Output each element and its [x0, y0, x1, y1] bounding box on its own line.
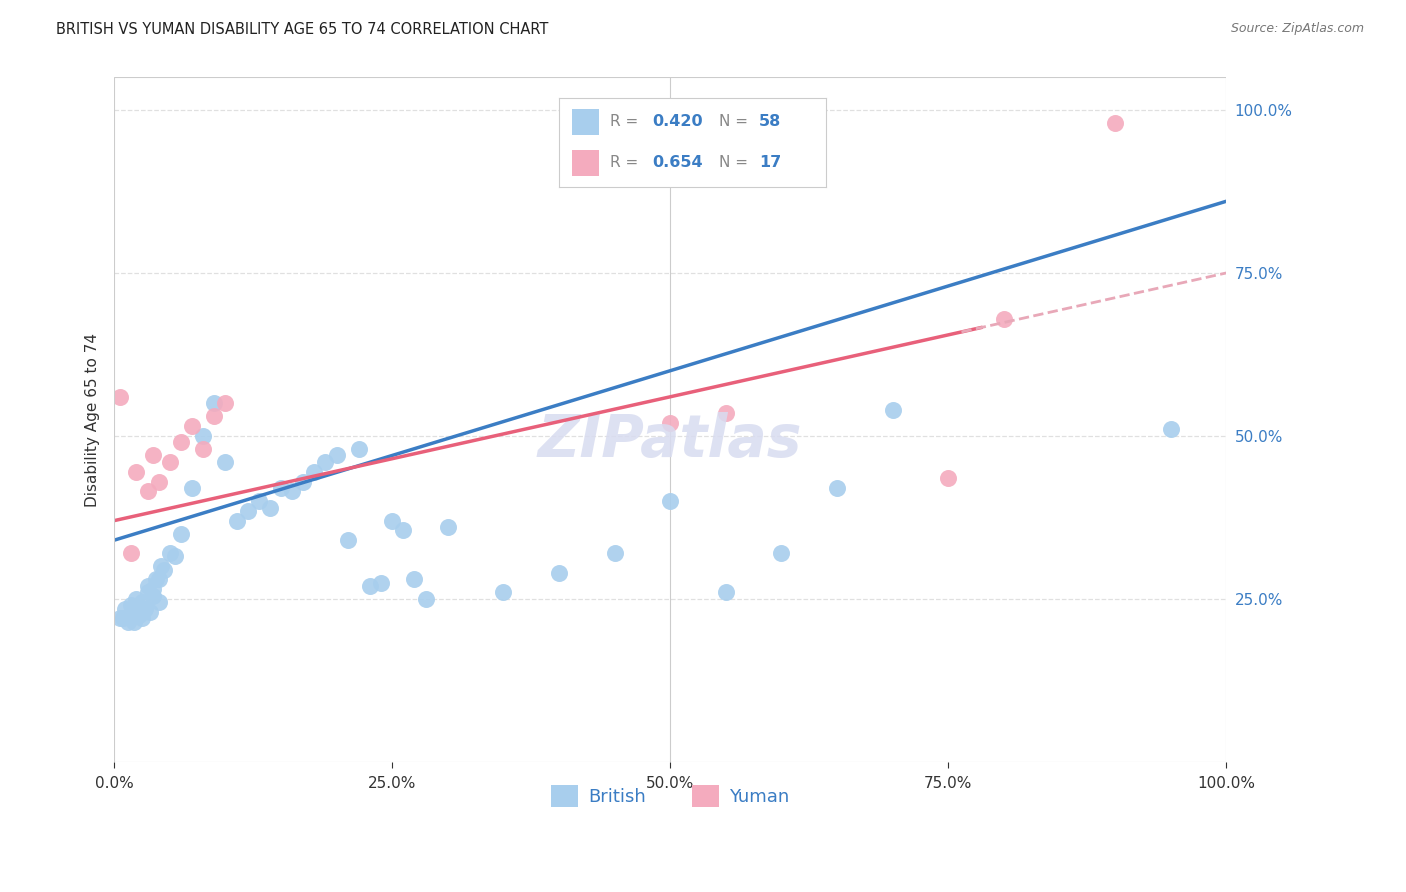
Y-axis label: Disability Age 65 to 74: Disability Age 65 to 74	[86, 333, 100, 507]
Point	[117, 615, 139, 629]
Point	[136, 484, 159, 499]
Point	[136, 585, 159, 599]
Point	[159, 546, 181, 560]
Point	[281, 484, 304, 499]
Point	[225, 514, 247, 528]
Point	[659, 416, 682, 430]
Legend: British, Yuman: British, Yuman	[544, 778, 797, 814]
Point	[714, 406, 737, 420]
Point	[131, 595, 153, 609]
Point	[1104, 116, 1126, 130]
Point	[114, 601, 136, 615]
Point	[125, 605, 148, 619]
Point	[236, 504, 259, 518]
Text: BRITISH VS YUMAN DISABILITY AGE 65 TO 74 CORRELATION CHART: BRITISH VS YUMAN DISABILITY AGE 65 TO 74…	[56, 22, 548, 37]
Point	[136, 579, 159, 593]
Point	[492, 585, 515, 599]
Point	[148, 595, 170, 609]
Point	[181, 419, 204, 434]
Text: ZIPatlas: ZIPatlas	[538, 411, 803, 468]
Point	[153, 562, 176, 576]
Point	[131, 611, 153, 625]
Point	[108, 611, 131, 625]
Point	[392, 524, 415, 538]
Point	[270, 481, 292, 495]
Point	[381, 514, 404, 528]
Point	[1160, 422, 1182, 436]
Point	[325, 449, 347, 463]
Point	[125, 591, 148, 606]
Point	[112, 611, 135, 625]
Point	[148, 572, 170, 586]
Point	[122, 615, 145, 629]
Point	[191, 429, 214, 443]
Point	[370, 575, 392, 590]
Point	[770, 546, 793, 560]
Point	[149, 559, 172, 574]
Point	[314, 455, 336, 469]
Point	[120, 611, 142, 625]
Point	[825, 481, 848, 495]
Point	[125, 465, 148, 479]
Point	[108, 390, 131, 404]
Point	[120, 546, 142, 560]
Point	[292, 475, 315, 489]
Point	[259, 500, 281, 515]
Point	[659, 494, 682, 508]
Point	[936, 471, 959, 485]
Point	[359, 579, 381, 593]
Point	[336, 533, 359, 548]
Point	[714, 585, 737, 599]
Point	[120, 599, 142, 613]
Point	[415, 591, 437, 606]
Point	[304, 465, 326, 479]
Point	[882, 402, 904, 417]
Point	[202, 409, 225, 424]
Point	[145, 572, 167, 586]
Bar	[114, 78, 1226, 762]
Point	[347, 442, 370, 456]
Point	[436, 520, 458, 534]
Point	[139, 605, 162, 619]
Point	[170, 526, 193, 541]
Point	[170, 435, 193, 450]
Point	[142, 449, 165, 463]
Point	[181, 481, 204, 495]
Point	[165, 549, 187, 564]
Point	[993, 311, 1015, 326]
Point	[134, 601, 156, 615]
Text: Source: ZipAtlas.com: Source: ZipAtlas.com	[1230, 22, 1364, 36]
Point	[159, 455, 181, 469]
Point	[548, 566, 571, 580]
Point	[603, 546, 626, 560]
Point	[142, 589, 165, 603]
Point	[128, 608, 150, 623]
Point	[191, 442, 214, 456]
Point	[202, 396, 225, 410]
Point	[214, 396, 236, 410]
Point	[247, 494, 270, 508]
Point	[142, 582, 165, 596]
Point	[404, 572, 426, 586]
Point	[148, 475, 170, 489]
Point	[214, 455, 236, 469]
